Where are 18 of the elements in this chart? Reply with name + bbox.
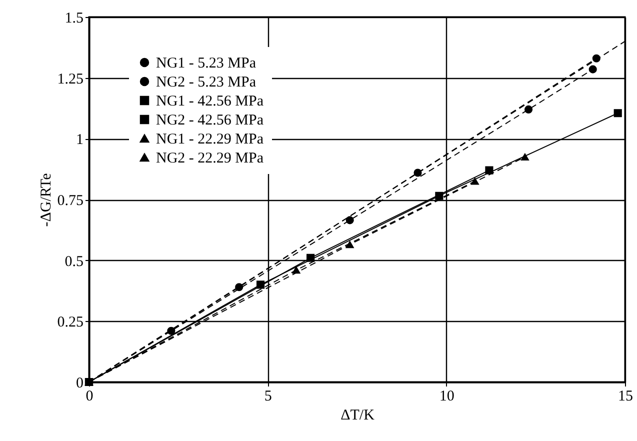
y-tick-label: 0.25 (57, 314, 84, 331)
y-tick-label: 1 (76, 132, 84, 148)
y-tick-label: 0 (76, 376, 84, 392)
x-axis-title: ΔT/K (340, 408, 375, 424)
y-tick-label: 0.5 (64, 254, 84, 270)
legend-label: NG1 - 22.29 MPa (156, 132, 264, 148)
legend-label: NG2 - 22.29 MPa (156, 150, 264, 166)
legend-label: NG2 - 42.56 MPa (156, 112, 264, 128)
legend-label: NG1 - 5.23 MPa (156, 56, 256, 72)
y-tick-label: 1.25 (57, 71, 84, 88)
y-tick-label: 1.5 (64, 10, 84, 26)
legend-label: NG2 - 5.23 MPa (156, 74, 256, 90)
y-tick-label: 0.75 (57, 193, 84, 209)
x-tick-label: 5 (264, 388, 272, 404)
legend-label: NG1 - 42.56 MPa (156, 94, 264, 110)
y-axis-title: -ΔG/RTe (38, 172, 54, 227)
x-tick-label: 10 (439, 388, 454, 404)
x-tick-label: 15 (618, 388, 633, 404)
